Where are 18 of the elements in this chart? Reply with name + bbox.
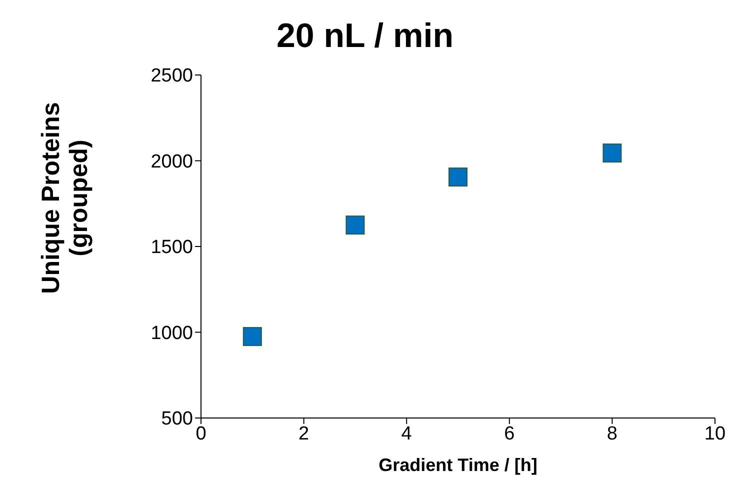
chart-title: 20 nL / min [276,16,454,56]
point [346,216,365,235]
point [448,168,468,187]
x-axis-title: Gradient Time / [h] [378,455,538,476]
x-tick-label: 4 [401,423,412,444]
x-tick-label: 8 [606,423,618,444]
y-tick-label: 500 [161,408,193,430]
y-axis-title: Unique Proteins (grouped) [36,101,94,296]
y-tick-label: 1000 [150,322,193,344]
point [602,144,622,163]
x-tick-label: 10 [704,423,726,444]
x-tick-label: 2 [298,423,310,444]
y-tick-label: 1500 [150,237,193,258]
y-tick-label: 2000 [150,151,193,172]
y-tick-label: 2500 [150,66,193,87]
x-tick-label: 6 [504,423,515,444]
point [242,327,262,346]
x-tick-label: 0 [196,423,206,444]
